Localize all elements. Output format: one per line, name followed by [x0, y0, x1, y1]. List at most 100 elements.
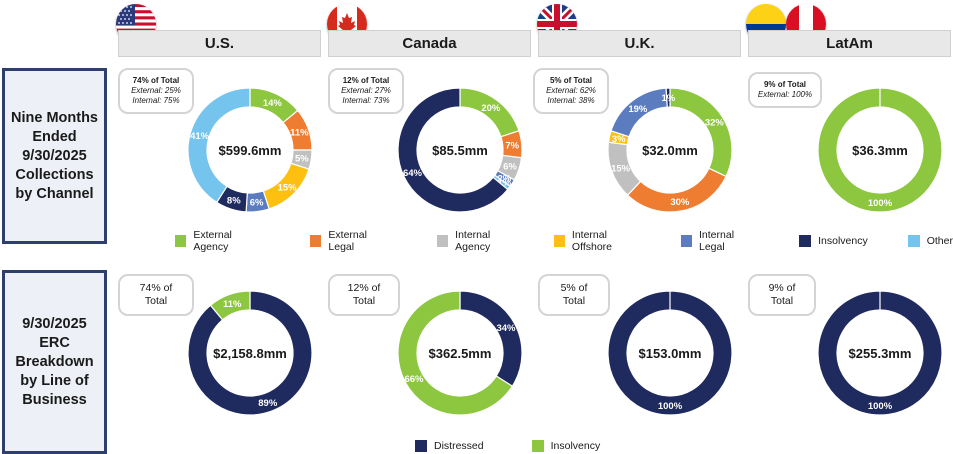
donut-center-total: $599.6mm — [219, 143, 282, 158]
slice-label-internal-agency: 15% — [611, 163, 631, 174]
slice-external-agency — [817, 87, 943, 213]
slice-label-external-agency: 14% — [263, 98, 283, 109]
callout-title: 9% of Total — [763, 80, 807, 89]
legend-swatch — [175, 235, 187, 247]
donut-center-total: $2,158.8mm — [213, 346, 287, 361]
legend-item-external-agency: External Agency — [175, 229, 265, 253]
legend-swatch — [907, 235, 920, 247]
row-label-collections: Nine Months Ended 9/30/2025 Collections … — [2, 68, 107, 244]
row-label-erc: 9/30/2025 ERC Breakdown by Line of Busin… — [2, 270, 107, 454]
slice-label-external-legal: 7% — [505, 141, 519, 152]
legend-label: Internal Agency — [455, 229, 491, 253]
callout-line: External: 62% — [546, 86, 596, 95]
slice-label-internal-agency: 6% — [503, 162, 517, 173]
legend-swatch — [531, 440, 544, 452]
callout-latam-erc: 9% of Total — [748, 274, 816, 316]
legend-label: Internal Offshore — [571, 229, 612, 253]
callout-latam-collections: 9% of Total External: 100% — [748, 72, 822, 108]
slice-label-insolvency: 66% — [404, 374, 424, 385]
donut-center-total: $362.5mm — [429, 346, 492, 361]
legend-label: Other — [926, 235, 953, 247]
callout-line: 74% of — [139, 282, 173, 294]
region-header-latam: LatAm — [748, 30, 951, 57]
slice-distressed — [607, 290, 733, 416]
legend-swatch — [436, 235, 449, 247]
callout-us-collections: 74% of Total External: 25% Internal: 75% — [118, 68, 194, 114]
channel-legend: External Agency External Legal Internal Ag… — [175, 229, 953, 253]
slice-label-internal-legal: 2% — [497, 174, 511, 185]
slice-label-insolvency: 11% — [223, 299, 242, 310]
callout-line: Total — [352, 295, 376, 307]
slice-external-agency — [669, 87, 733, 178]
donut-latam-erc: 100% $255.3mm — [817, 290, 943, 416]
region-header-us: U.S. — [118, 30, 321, 57]
legend-swatch — [310, 235, 322, 247]
callout-line: Internal: 75% — [132, 96, 180, 105]
slice-insolvency — [397, 87, 509, 213]
lob-legend: Distressed Insolvency — [415, 440, 600, 452]
donut-center-total: $153.0mm — [639, 346, 702, 361]
callout-line: External: 25% — [131, 86, 181, 95]
slice-label-insolvency: 64% — [403, 168, 423, 179]
callout-line: 5% of — [560, 282, 588, 294]
slice-label-external-legal: 11% — [290, 128, 309, 139]
row-label-collections-text: Nine Months Ended 9/30/2025 Collections … — [11, 109, 98, 202]
legend-label: Internal Legal — [699, 229, 735, 253]
donut-uk-collections: 32% 30% 15% 3% 19% 1% $32.0mm — [607, 87, 733, 213]
legend-swatch — [799, 235, 812, 247]
callout-line: Internal: 38% — [547, 96, 595, 105]
legend-label: External Agency — [193, 229, 232, 253]
donut-uk-erc: 100% $153.0mm — [607, 290, 733, 416]
slice-label-other: 41% — [190, 131, 210, 142]
slice-label-distressed: 34% — [496, 323, 516, 334]
slice-label-internal-offshore: 15% — [278, 183, 298, 194]
slice-label-internal-legal: 19% — [628, 104, 648, 115]
slice-label-insolvency: 8% — [227, 195, 241, 206]
slice-other — [187, 87, 251, 204]
slice-insolvency — [209, 290, 251, 321]
slice-label-internal-agency: 5% — [295, 154, 309, 165]
callout-line: Total — [562, 295, 586, 307]
slice-label-other: <1% — [492, 178, 512, 189]
callout-line: 12% of — [347, 282, 381, 294]
slice-distressed — [187, 290, 313, 416]
legend-swatch — [415, 440, 427, 452]
slice-insolvency — [665, 87, 671, 108]
slice-label-internal-legal: 6% — [250, 198, 264, 209]
slice-label-insolvency: 1% — [661, 93, 675, 104]
legend-item-insolvency: Insolvency — [799, 235, 868, 247]
legend-item-internal-offshore: Internal Offshore — [553, 229, 646, 253]
legend-swatch — [553, 235, 565, 247]
legend-label: Insolvency — [818, 235, 868, 247]
donut-center-total: $85.5mm — [432, 143, 488, 158]
legend-label: Distressed — [434, 440, 484, 452]
callout-uk-collections: 5% of Total External: 62% Internal: 38% — [533, 68, 609, 114]
legend-label: Insolvency — [550, 440, 601, 452]
slice-label-internal-offshore: 3% — [612, 134, 626, 145]
donut-canada-collections: 20% 7% 6%2%<1% 64% $85.5mm — [397, 87, 523, 213]
callout-line: Total — [770, 295, 794, 307]
donut-center-total: $255.3mm — [849, 346, 912, 361]
legend-item-external-legal: External Legal — [310, 229, 392, 253]
slice-distressed — [459, 290, 523, 388]
slice-label-distressed: 100% — [658, 401, 683, 412]
callout-line: External: 100% — [757, 90, 813, 99]
row-label-erc-text: 9/30/2025 ERC Breakdown by Line of Busin… — [15, 315, 94, 408]
donut-us-erc: 89% 11% $2,158.8mm — [187, 290, 313, 416]
legend-item-other: Other — [907, 235, 953, 247]
slice-insolvency — [397, 290, 514, 416]
slice-label-distressed: 100% — [868, 401, 893, 412]
region-header-canada: Canada — [328, 30, 531, 57]
donut-canada-erc: 34% 66% $362.5mm — [397, 290, 523, 416]
slice-label-distressed: 89% — [258, 398, 278, 409]
slice-label-external-agency: 20% — [481, 103, 501, 114]
slice-label-external-agency: 32% — [705, 117, 725, 128]
callout-us-erc: 74% of Total — [118, 274, 194, 316]
donut-center-total: $36.3mm — [852, 143, 908, 158]
slice-label-external-legal: 30% — [670, 197, 690, 208]
legend-item-distressed: Distressed — [415, 440, 484, 452]
slice-distressed — [817, 290, 943, 416]
legend-item-internal-agency: Internal Agency — [436, 229, 524, 253]
region-header-uk: U.K. — [538, 30, 741, 57]
